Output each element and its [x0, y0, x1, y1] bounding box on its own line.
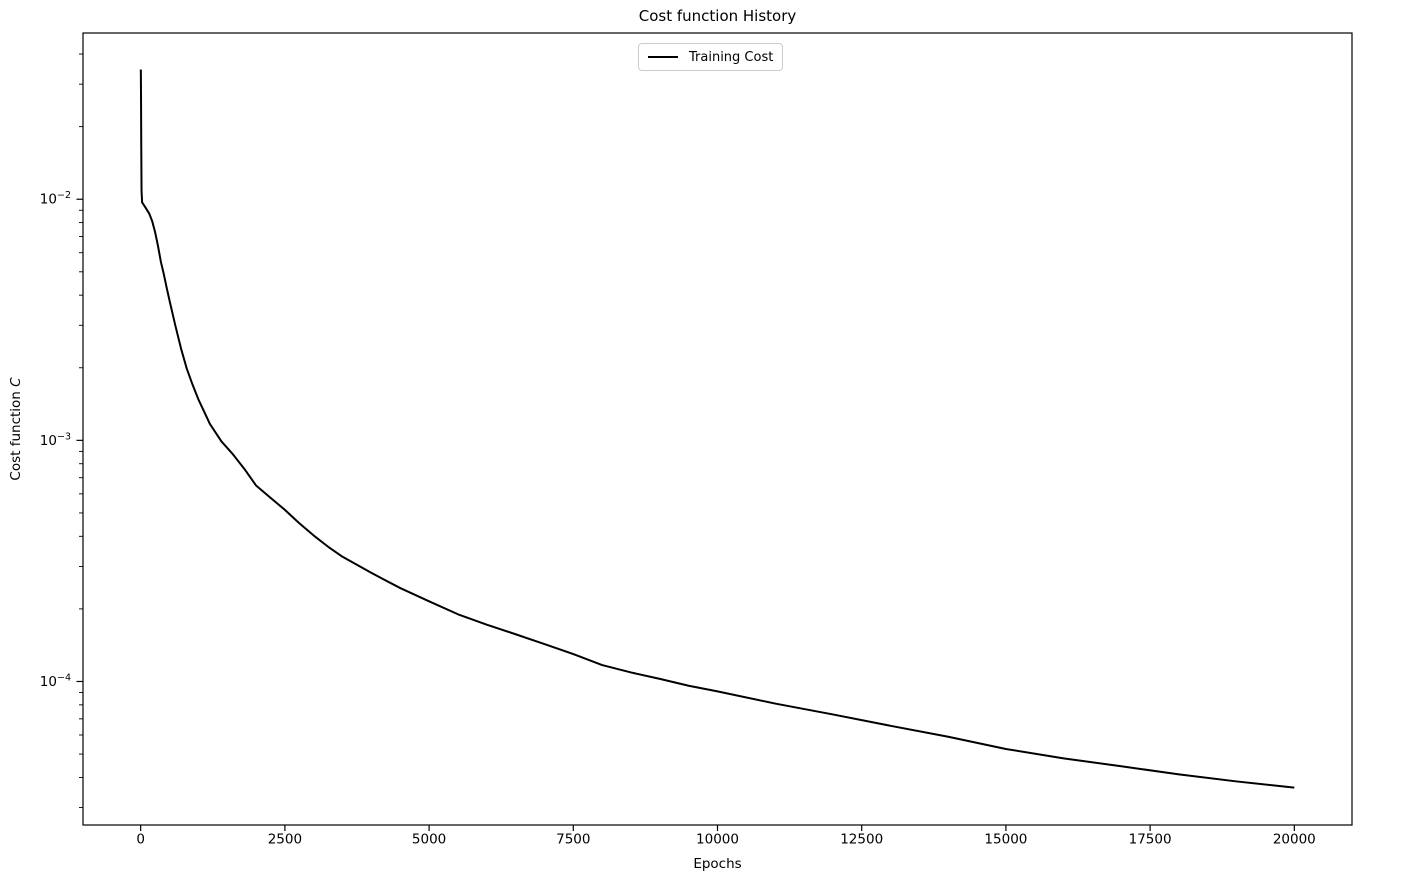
x-tick-label: 0 — [136, 832, 145, 848]
chart-title: Cost function History — [638, 7, 797, 25]
training-cost-line — [139, 69, 1295, 789]
x-tick-label: 2500 — [268, 832, 302, 848]
legend-label: Training Cost — [689, 49, 774, 65]
legend-line-sample — [648, 56, 678, 58]
axes-border — [82, 32, 1353, 826]
y-tick-label: 10−2 — [40, 190, 71, 208]
x-tick-label: 5000 — [412, 832, 446, 848]
y-axis-label-text: Cost function — [8, 386, 24, 481]
x-tick-label: 20000 — [1273, 832, 1316, 848]
x-tick-label: 7500 — [556, 832, 590, 848]
x-tick-label: 10000 — [696, 832, 739, 848]
x-axis-label: Epochs — [693, 856, 742, 872]
legend: Training Cost — [638, 43, 784, 71]
y-tick-label: 10−3 — [40, 431, 71, 449]
y-axis-label: Cost function C — [7, 377, 25, 480]
y-axis-label-math: C — [8, 377, 24, 387]
x-tick-label: 12500 — [840, 832, 883, 848]
y-tick-label: 10−4 — [40, 672, 71, 690]
x-tick-label: 15000 — [984, 832, 1027, 848]
x-tick-label: 17500 — [1129, 832, 1172, 848]
